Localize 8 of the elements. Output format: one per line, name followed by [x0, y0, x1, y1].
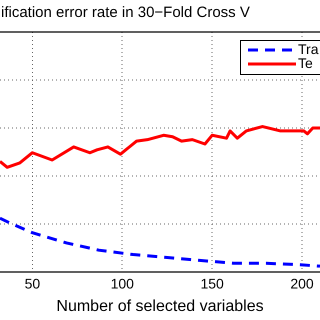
x-tick-label: 150	[200, 275, 224, 292]
x-tick-label: 50	[24, 275, 40, 292]
x-tick-label: 100	[110, 275, 134, 292]
chart-title: ification error rate in 30−Fold Cross V	[1, 4, 250, 22]
legend-label: Tra	[298, 40, 319, 57]
legend-label: Te	[298, 54, 313, 71]
x-tick-label: 200	[290, 275, 314, 292]
x-axis-title: Number of selected variables	[56, 298, 264, 315]
